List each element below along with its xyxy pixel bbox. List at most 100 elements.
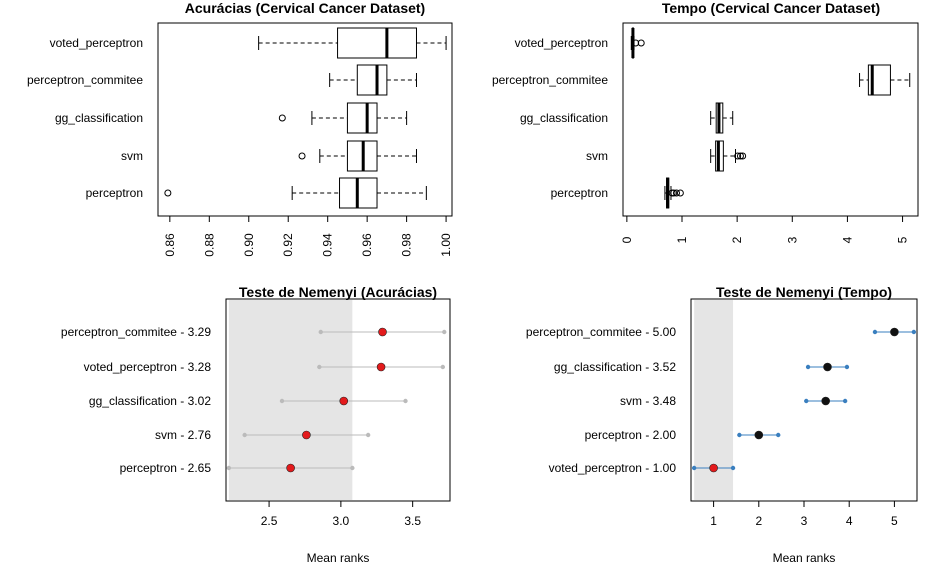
- interval-end-point: [844, 364, 850, 370]
- mean-rank-point: [302, 430, 311, 440]
- box-iqr: [867, 64, 891, 96]
- mean-rank-point: [754, 430, 764, 440]
- time-category-labels: voted_perceptron perceptron_commitee gg_cl…: [492, 36, 608, 200]
- accuracy-category-labels: voted_perceptron perceptron_commitee gg_cl…: [27, 36, 143, 200]
- x-tick-label: 0.86: [163, 233, 177, 257]
- mean-rank-point: [890, 327, 899, 337]
- interval-end-point: [911, 329, 917, 335]
- outlier-point: [676, 189, 684, 197]
- x-tick-label: 0.94: [321, 233, 335, 257]
- nemenyi-accuracy-panel: Teste de Nemenyi (Acurácias) perceptron_…: [61, 284, 451, 565]
- nemenyi-time-xlabel: Mean ranks: [773, 551, 836, 565]
- mean-rank-point: [821, 396, 830, 406]
- accuracy-boxes: [164, 27, 447, 209]
- accuracy-boxplot-title: Acurácias (Cervical Cancer Dataset): [185, 0, 425, 16]
- x-tick-label: 0: [620, 236, 634, 243]
- nemenyi-time-labels: perceptron_commitee - 5.00 gg_classificat…: [526, 325, 676, 475]
- mean-rank-point: [339, 396, 349, 406]
- time-x-axis: 0 1 2 3 4 5: [620, 215, 910, 243]
- outlier-point: [298, 152, 306, 160]
- x-tick-label: 0.92: [281, 233, 295, 257]
- outlier-point: [278, 114, 286, 122]
- rank-label: voted_perceptron - 3.28: [84, 360, 212, 374]
- interval-end-point: [440, 364, 446, 370]
- rank-label: voted_perceptron - 1.00: [549, 461, 677, 475]
- x-tick-label: 1.00: [439, 233, 453, 257]
- interval-end-point: [730, 465, 736, 471]
- x-tick-label: 0.98: [400, 233, 414, 257]
- interval-end-point: [226, 465, 232, 471]
- interval-end-point: [242, 432, 247, 438]
- nemenyi-time-title: Teste de Nemenyi (Tempo): [716, 284, 892, 300]
- category-label: voted_perceptron: [515, 36, 608, 50]
- x-tick-label: 5: [891, 514, 898, 528]
- interval-end-point: [872, 329, 878, 335]
- outlier-point: [670, 189, 678, 197]
- x-tick-label: 1: [710, 514, 717, 528]
- rank-label: perceptron - 2.65: [120, 461, 212, 475]
- outlier-point: [739, 152, 747, 160]
- category-label: svm: [121, 149, 143, 163]
- interval-end-point: [737, 432, 742, 438]
- mean-rank-point: [376, 362, 386, 372]
- nemenyi-accuracy-frame: [225, 298, 451, 502]
- x-tick-label: 0.90: [242, 233, 256, 257]
- category-label: gg_classification: [55, 111, 143, 125]
- x-tick-label: 3.0: [333, 514, 350, 528]
- mean-rank-point: [823, 362, 832, 372]
- box-iqr: [346, 102, 378, 134]
- nemenyi-time-intervals: [691, 327, 917, 473]
- interval-end-point: [776, 432, 781, 438]
- interval-end-point: [350, 465, 355, 471]
- rank-label: gg_classification - 3.52: [554, 360, 676, 374]
- category-label: voted_perceptron: [50, 36, 143, 50]
- nemenyi-time-panel: Teste de Nemenyi (Tempo) perceptron_comm…: [526, 284, 918, 565]
- interval-end-point: [442, 329, 447, 335]
- category-label: gg_classification: [520, 111, 608, 125]
- box-iqr: [356, 64, 388, 96]
- nemenyi-accuracy-xlabel: Mean ranks: [307, 551, 370, 565]
- time-boxplot-title: Tempo (Cervical Cancer Dataset): [662, 0, 880, 16]
- x-tick-label: 1: [675, 236, 689, 243]
- mean-rank-point: [286, 463, 295, 473]
- nemenyi-accuracy-labels: perceptron_commitee - 3.29 voted_perceptr…: [61, 325, 211, 475]
- rank-label: perceptron_commitee - 3.29: [61, 325, 211, 339]
- interval-end-point: [318, 329, 323, 335]
- nemenyi-accuracy-intervals: [226, 327, 447, 473]
- x-tick-label: 2: [755, 514, 762, 528]
- box-iqr: [337, 27, 417, 59]
- category-label: perceptron: [551, 186, 608, 200]
- interval-end-point: [842, 398, 848, 404]
- nemenyi-accuracy-title: Teste de Nemenyi (Acurácias): [239, 284, 437, 300]
- accuracy-boxplot-panel: Acurácias (Cervical Cancer Dataset) vote…: [27, 0, 453, 257]
- mean-rank-point: [709, 463, 718, 473]
- interval-end-point: [365, 432, 371, 438]
- rank-label: svm - 2.76: [155, 428, 211, 442]
- nemenyi-accuracy-x-axis: 2.5 3.0 3.5: [261, 501, 421, 528]
- x-tick-label: 5: [896, 236, 910, 243]
- category-label: perceptron_commitee: [27, 73, 143, 87]
- x-tick-label: 4: [840, 236, 854, 243]
- accuracy-x-axis: 0.86 0.88 0.90 0.92 0.94 0.96 0.98 1.00: [163, 215, 453, 257]
- x-tick-label: 3: [785, 236, 799, 243]
- x-tick-label: 0.96: [360, 233, 374, 257]
- interval-end-point: [279, 398, 285, 404]
- outlier-point: [637, 39, 645, 47]
- rank-label: perceptron - 2.00: [585, 428, 677, 442]
- outlier-point: [736, 152, 744, 160]
- x-tick-label: 2.5: [261, 514, 278, 528]
- rank-label: svm - 3.48: [620, 394, 676, 408]
- x-tick-label: 4: [846, 514, 853, 528]
- mean-rank-point: [378, 327, 387, 337]
- rank-label: perceptron_commitee - 5.00: [526, 325, 676, 339]
- x-tick-label: 2: [730, 236, 744, 243]
- x-tick-label: 3.5: [404, 514, 421, 528]
- rank-label: gg_classification - 3.02: [89, 394, 211, 408]
- time-boxes: [630, 27, 911, 209]
- category-label: perceptron: [86, 186, 143, 200]
- nemenyi-time-x-axis: 1 2 3 4 5: [710, 501, 898, 528]
- interval-end-point: [403, 398, 408, 404]
- interval-end-point: [804, 398, 809, 404]
- interval-end-point: [317, 364, 322, 370]
